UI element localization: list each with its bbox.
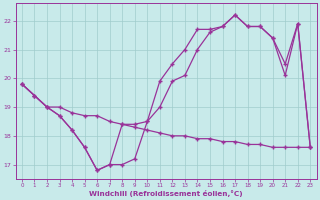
X-axis label: Windchill (Refroidissement éolien,°C): Windchill (Refroidissement éolien,°C) bbox=[89, 190, 243, 197]
